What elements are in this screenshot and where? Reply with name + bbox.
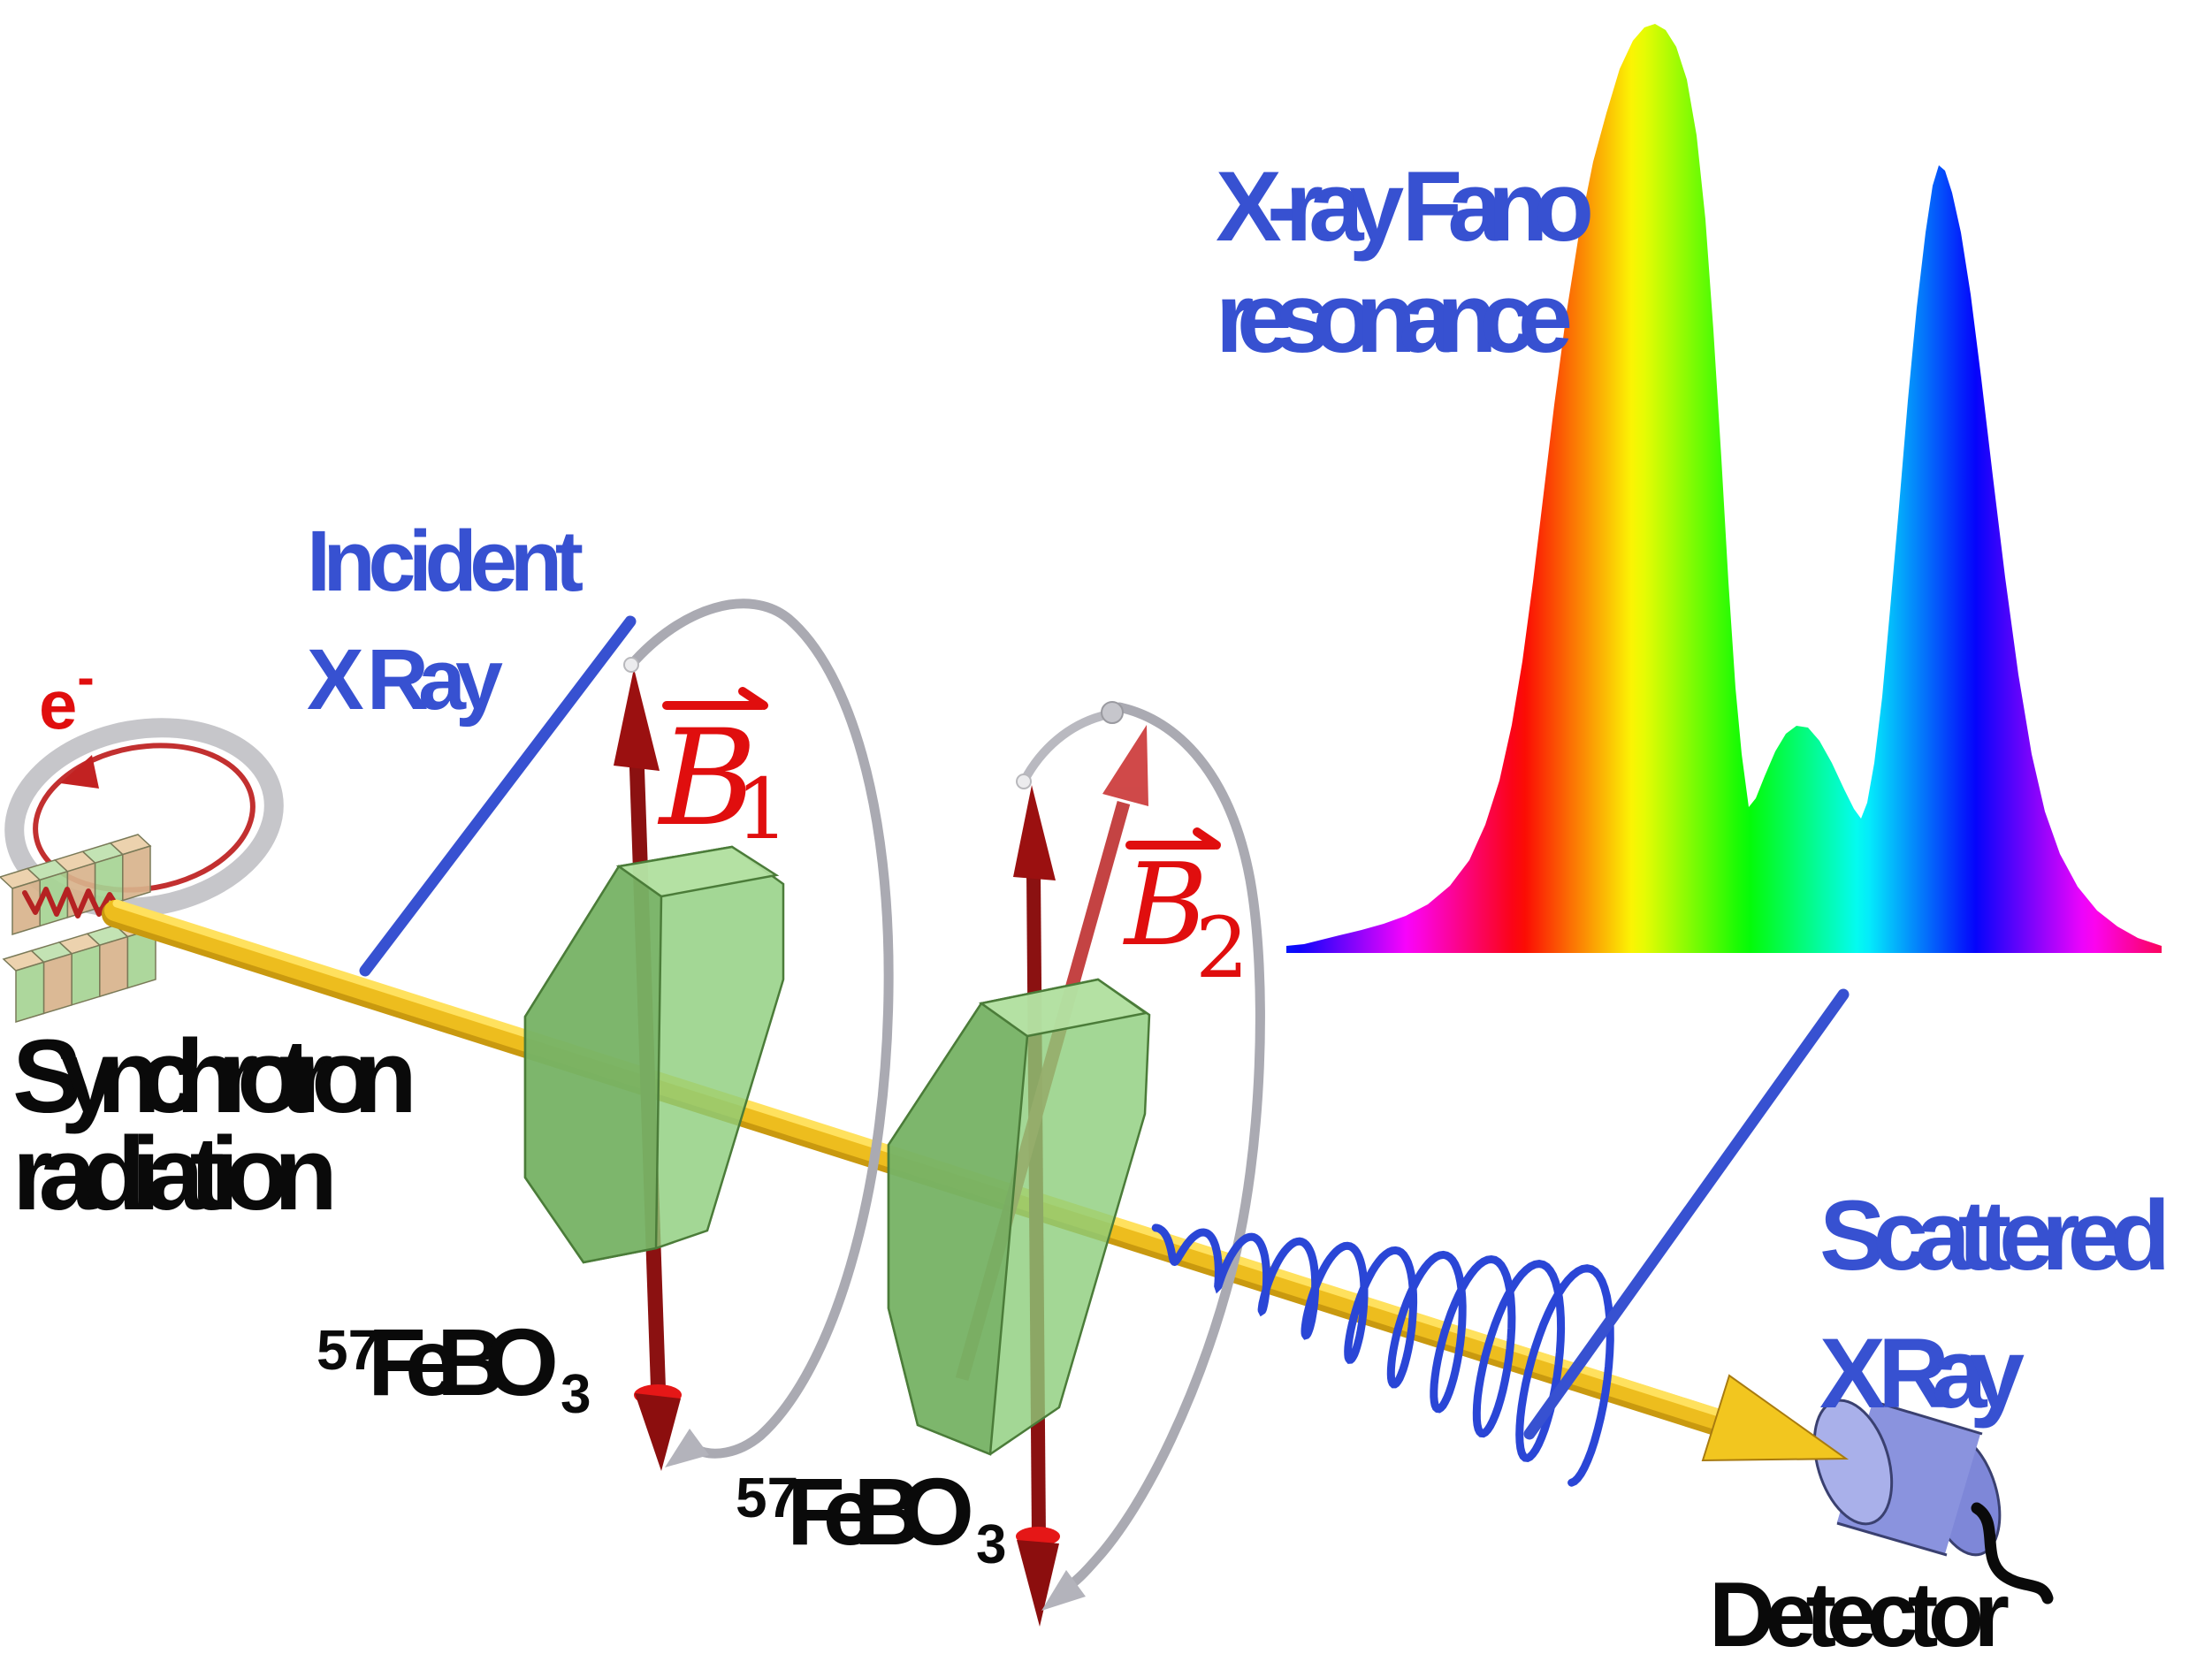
detector (1812, 1399, 2054, 1604)
loop-2-start-cap (1016, 774, 1032, 789)
electron-wiggle-path (22, 887, 121, 918)
b2-letter: B (1123, 840, 1208, 972)
crystal-1-subscript: 3 (561, 1364, 591, 1425)
crystal-2-isotope: 57 (736, 1466, 798, 1529)
synchrotron-ring (4, 718, 284, 918)
b1-vector-bar-icon (662, 687, 768, 710)
detector-label: Detector (1709, 1564, 2010, 1654)
crystal-1-left-face (523, 865, 663, 1264)
b1-up-arrowhead-icon (614, 668, 660, 771)
crystal-2-febo3 (887, 978, 1151, 1456)
fano-label-line2: resonance (1216, 263, 1573, 373)
fano-spectrum-area (1286, 24, 2162, 953)
loop-2-arrowhead-icon (1041, 1570, 1086, 1611)
b1-letter: B (657, 702, 757, 856)
detector-top-edge (1872, 1399, 1983, 1436)
incident-label-line2: X Ray (307, 631, 503, 728)
scattered-pointer-line (1523, 988, 1850, 1440)
loop-1-path (626, 598, 894, 1459)
field-loop-1 (623, 598, 894, 1467)
b2-vertical-up-arrowhead-icon (1013, 785, 1056, 880)
electron-orbit-arrowhead-icon (60, 755, 99, 789)
synchrotron-label-line1: Synchrotron (12, 1018, 417, 1135)
crystal-1-formula: FeBO (368, 1308, 559, 1415)
undulator-block (71, 944, 101, 1006)
synchrotron-label-line2: radiation (12, 1116, 338, 1232)
undulator-block (122, 844, 151, 902)
detector-bottom-edge (1836, 1521, 1948, 1557)
loop-1-start-cap (623, 657, 639, 673)
crystal-1-label: 57 FeBO 3 (317, 1308, 591, 1425)
detector-cable (1971, 1502, 2054, 1604)
field-loop-2 (1016, 701, 1265, 1611)
electron-orbit (33, 743, 256, 893)
b2-subscript: 2 (1195, 900, 1248, 997)
crystal-1-febo3 (523, 845, 785, 1264)
crystal-2-formula: FeBO (787, 1458, 974, 1565)
b1-down-arrowhead-icon (635, 1393, 681, 1471)
electron-label: e- (39, 649, 95, 743)
scattered-label-line1: Scattered (1819, 1180, 2170, 1291)
loop-2-path (1061, 702, 1265, 1593)
incident-label-line1: Incident (307, 513, 584, 609)
fano-label-line1: X-ray Fano (1216, 151, 1594, 262)
b1-subscript: 1 (736, 761, 789, 858)
loop-2-sphere-tip (1101, 701, 1124, 724)
crystal-2-subscript: 3 (976, 1514, 1006, 1575)
undulator-block (42, 952, 72, 1015)
b2-tilted-arrowhead-icon (1102, 725, 1148, 806)
scattered-wave-helix (1151, 1223, 1614, 1487)
beam-arrowhead-icon (1701, 1374, 1850, 1462)
b1-label: B 1 (657, 687, 789, 858)
b2-vector-bar-icon (1125, 827, 1221, 850)
crystal-2-label: 57 FeBO 3 (736, 1458, 1006, 1575)
crystal-2-top-face (978, 978, 1149, 1038)
loop-2-rotation-arc (1019, 712, 1106, 786)
detector-front-face (1812, 1399, 1894, 1526)
b2-label: B 2 (1123, 827, 1248, 997)
scattered-label-line2: X Ray (1819, 1318, 2025, 1429)
b2-vertical-down-arrowhead-icon (1017, 1540, 1059, 1627)
storage-ring-torus (4, 718, 284, 918)
crystal-1-top-face (615, 845, 780, 898)
loop-1-arrowhead-icon (665, 1429, 709, 1467)
incident-pointer-line (359, 615, 637, 977)
crystal-1-isotope: 57 (317, 1318, 379, 1382)
undulator-block (99, 935, 129, 998)
undulator-block (15, 961, 45, 1024)
